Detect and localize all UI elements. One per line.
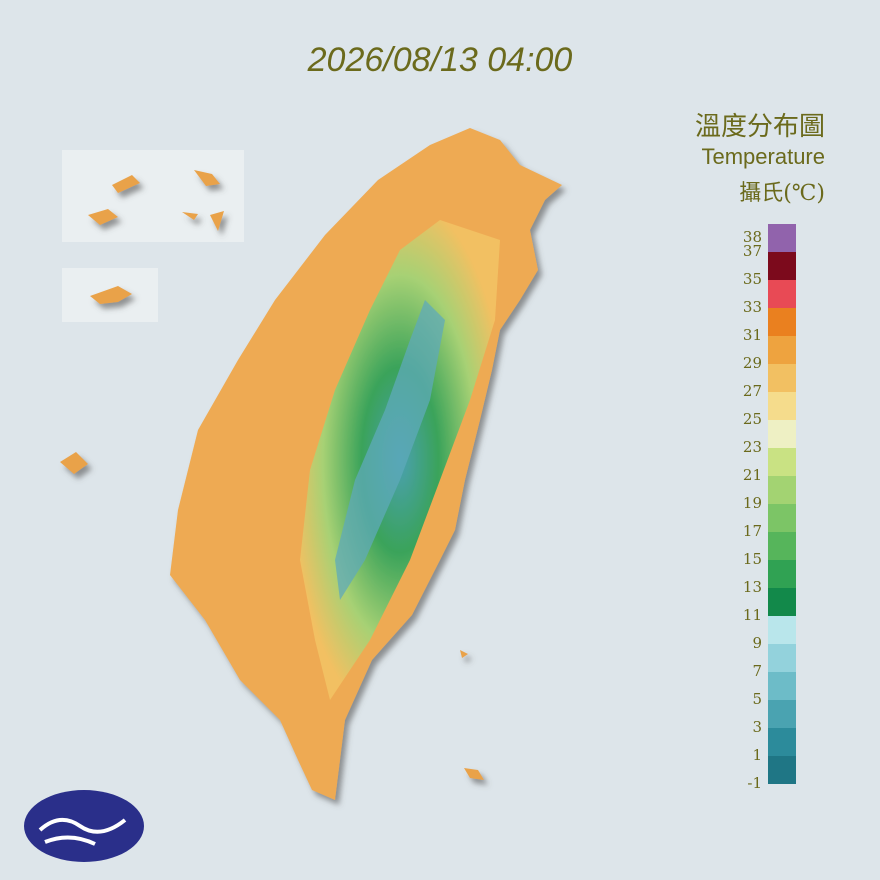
scale-label: 13 bbox=[743, 578, 762, 596]
color-band bbox=[768, 280, 796, 308]
color-band bbox=[768, 252, 796, 280]
color-band bbox=[768, 420, 796, 448]
color-band bbox=[768, 672, 796, 700]
color-band bbox=[768, 308, 796, 336]
scale-label: 25 bbox=[743, 410, 762, 428]
scale-label: 27 bbox=[743, 382, 762, 400]
color-band bbox=[768, 448, 796, 476]
logo bbox=[24, 790, 144, 862]
color-band bbox=[768, 616, 796, 644]
logo-mark bbox=[38, 818, 127, 846]
legend-title: 溫度分布圖 bbox=[695, 112, 825, 142]
color-band bbox=[768, 756, 796, 784]
scale-label: 37 bbox=[743, 242, 762, 260]
scale-label: 21 bbox=[743, 466, 762, 484]
scale-label: 35 bbox=[743, 270, 762, 288]
scale-label: -1 bbox=[747, 774, 762, 792]
color-band bbox=[768, 224, 796, 252]
taiwan bbox=[170, 128, 562, 800]
scale-label: 23 bbox=[743, 438, 762, 456]
color-band bbox=[768, 504, 796, 532]
color-band bbox=[768, 700, 796, 728]
color-band bbox=[768, 532, 796, 560]
scale-label: 38 bbox=[743, 228, 762, 246]
color-band bbox=[768, 364, 796, 392]
high-peaks bbox=[335, 300, 445, 600]
color-band bbox=[768, 392, 796, 420]
scale-label: 15 bbox=[743, 550, 762, 568]
scale-label: 33 bbox=[743, 298, 762, 316]
scale-label: 11 bbox=[743, 606, 762, 624]
color-band bbox=[768, 476, 796, 504]
scale-label: 17 bbox=[743, 522, 762, 540]
color-band bbox=[768, 336, 796, 364]
scale-label: 19 bbox=[743, 494, 762, 512]
scale-label: 29 bbox=[743, 354, 762, 372]
scale-label: 31 bbox=[743, 326, 762, 344]
inset-kinmen-matsu bbox=[62, 150, 244, 242]
scale-label: 5 bbox=[752, 690, 762, 708]
scale-label: 3 bbox=[752, 718, 762, 736]
scale-label: 9 bbox=[752, 634, 762, 652]
color-band bbox=[768, 644, 796, 672]
timestamp: 2026/08/13 04:00 bbox=[307, 41, 573, 79]
legend-unit: 攝氏(℃) bbox=[739, 181, 825, 206]
color-band bbox=[768, 728, 796, 756]
color-band bbox=[768, 560, 796, 588]
color-band bbox=[768, 588, 796, 616]
legend-subtitle: Temperature bbox=[701, 144, 825, 169]
scale-label: 1 bbox=[752, 746, 762, 764]
scale-label: 7 bbox=[752, 662, 762, 680]
